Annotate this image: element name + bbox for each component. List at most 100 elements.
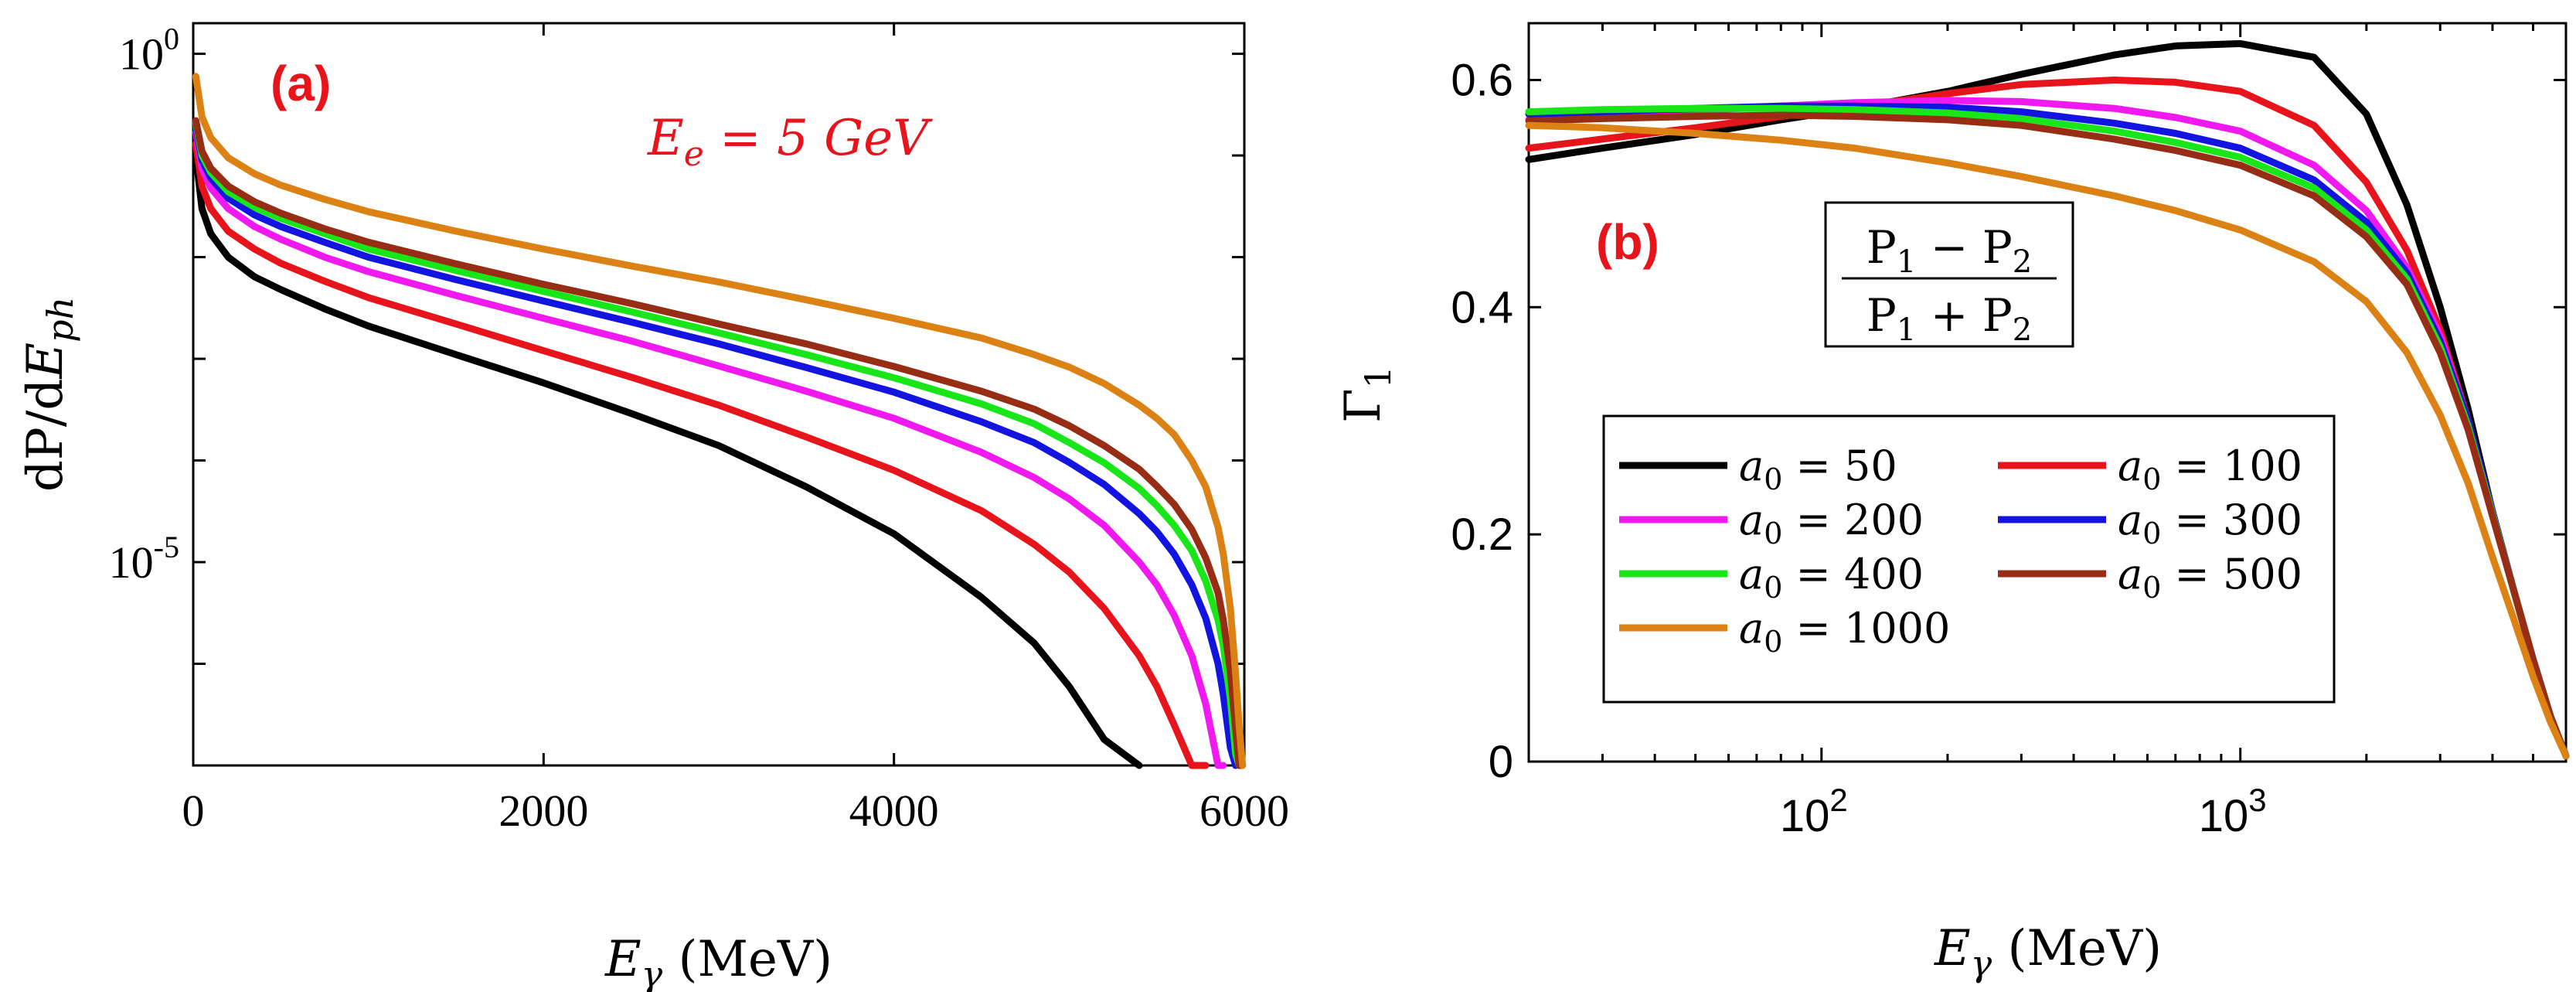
- legend-frame: [1602, 414, 2336, 704]
- legend-value: = 50: [1782, 441, 1897, 490]
- series-line: [192, 73, 1247, 769]
- legend-symbol: a: [1739, 441, 1764, 490]
- panel-b-lines: [1525, 39, 2570, 760]
- annotation-rest: = 5 GeV: [704, 110, 933, 167]
- legend-symbol: a: [2118, 550, 2142, 598]
- y-label-main: Γ: [1335, 388, 1392, 422]
- legend-subscript: 0: [1764, 571, 1782, 605]
- legend-subscript: 0: [1764, 516, 1782, 551]
- y-tick-label: 0.4: [1451, 282, 1513, 332]
- y-label-symbol: E: [17, 343, 74, 380]
- x-tick-label: 0: [182, 786, 205, 836]
- panel-a-x-axis-label: Eγ (MeV): [604, 931, 832, 992]
- x-label-sub: γ: [641, 953, 663, 992]
- legend-value: = 300: [2161, 496, 2302, 544]
- den-op: + P: [1916, 289, 2013, 342]
- series-line: [192, 140, 1210, 769]
- x-tick-label: 102: [1780, 782, 1848, 841]
- legend-symbol: a: [2118, 441, 2142, 490]
- legend-value: = 1000: [1782, 604, 1950, 653]
- x-tick-base: 10: [2199, 791, 2249, 841]
- legend-item: a0 = 200: [1619, 496, 1924, 551]
- panel-b-plot-frame: [1527, 22, 2567, 763]
- legend-symbol: a: [1739, 550, 1764, 598]
- panel-b-y-axis-label: Γ1: [1335, 366, 1399, 423]
- series-line: [192, 152, 1143, 769]
- series-line: [192, 128, 1227, 769]
- x-label-symbol: E: [1934, 920, 1971, 977]
- series-line: [1525, 111, 2570, 760]
- legend-symbol: a: [1739, 496, 1764, 544]
- legend-subscript: 0: [1764, 462, 1782, 496]
- x-tick-exponent: 2: [1829, 782, 1847, 818]
- legend-item: a0 = 500: [1998, 550, 2302, 605]
- y-tick-label: 10-5: [109, 530, 179, 588]
- y-tick-base: 10: [109, 537, 154, 588]
- legend-item: a0 = 50: [1619, 441, 1897, 496]
- legend-item: a0 = 300: [1998, 496, 2302, 551]
- panel-a-y-axis-label: dP/dEph: [17, 297, 81, 492]
- y-label-sub: ph: [39, 297, 81, 343]
- x-tick-label: 4000: [849, 786, 939, 836]
- legend-value: = 200: [1782, 496, 1924, 544]
- legend-symbol: a: [2118, 496, 2142, 544]
- legend-item: a0 = 100: [1998, 441, 2302, 496]
- y-tick-exponent: 0: [164, 22, 179, 56]
- y-label-sub: 1: [1357, 366, 1399, 388]
- formula-numerator: P1 − P2: [1866, 221, 2032, 280]
- legend-value: = 100: [2161, 441, 2302, 490]
- den-sub1: 1: [1897, 312, 1916, 348]
- den-p1: P: [1866, 289, 1897, 342]
- legend-label: a0 = 50: [1739, 441, 1897, 496]
- x-tick-label: 2000: [499, 786, 588, 836]
- y-tick-label: 0: [1489, 737, 1513, 787]
- den-sub2: 2: [2013, 312, 2032, 348]
- panel-a-lines: [192, 73, 1247, 769]
- y-tick-base: 10: [119, 29, 164, 80]
- legend-item: a0 = 400: [1619, 550, 1924, 605]
- legend-value: = 400: [1782, 550, 1924, 598]
- num-op: − P: [1916, 221, 2013, 274]
- y-tick-label: 0.2: [1451, 510, 1513, 560]
- x-tick-base: 10: [1780, 791, 1830, 841]
- num-p1: P: [1866, 221, 1897, 274]
- legend-subscript: 0: [1764, 625, 1782, 659]
- panel-b-formula-box: P1 − P2 P1 + P2: [1824, 201, 2074, 348]
- formula-frame: [1824, 201, 2074, 348]
- annotation-sub: e: [684, 135, 704, 174]
- x-tick-label: 103: [2199, 782, 2267, 841]
- legend-value: = 500: [2161, 550, 2302, 598]
- series-line: [192, 119, 1243, 769]
- legend-label: a0 = 500: [2118, 550, 2302, 605]
- legend-label: a0 = 400: [1739, 550, 1924, 605]
- x-label-unit: (MeV): [662, 931, 832, 988]
- panel-b-tag: (b): [1596, 214, 1659, 270]
- y-tick-exponent: -5: [154, 530, 179, 564]
- legend-subscript: 0: [2142, 462, 2161, 496]
- x-tick-label: 6000: [1200, 786, 1289, 836]
- legend-symbol: a: [1739, 604, 1764, 653]
- legend-subscript: 0: [2142, 571, 2161, 605]
- formula-denominator: P1 + P2: [1866, 289, 2032, 348]
- legend-label: a0 = 1000: [1739, 604, 1950, 659]
- x-tick-exponent: 3: [2248, 782, 2266, 818]
- x-label-sub: γ: [1971, 943, 1992, 984]
- panel-a-tag: (a): [271, 56, 331, 111]
- series-line: [1525, 121, 2570, 760]
- y-tick-label: 100: [119, 22, 179, 80]
- num-sub1: 1: [1897, 244, 1916, 280]
- x-label-symbol: E: [604, 931, 641, 988]
- panel-b-x-axis-label: Eγ (MeV): [1934, 920, 2162, 984]
- x-label-unit: (MeV): [1992, 920, 2162, 977]
- num-sub2: 2: [2013, 244, 2032, 280]
- legend-label: a0 = 300: [2118, 496, 2302, 551]
- series-line: [192, 117, 1247, 769]
- legend-item: a0 = 1000: [1619, 604, 1950, 659]
- legend-label: a0 = 200: [1739, 496, 1924, 551]
- y-label-main: dP/d: [17, 379, 74, 493]
